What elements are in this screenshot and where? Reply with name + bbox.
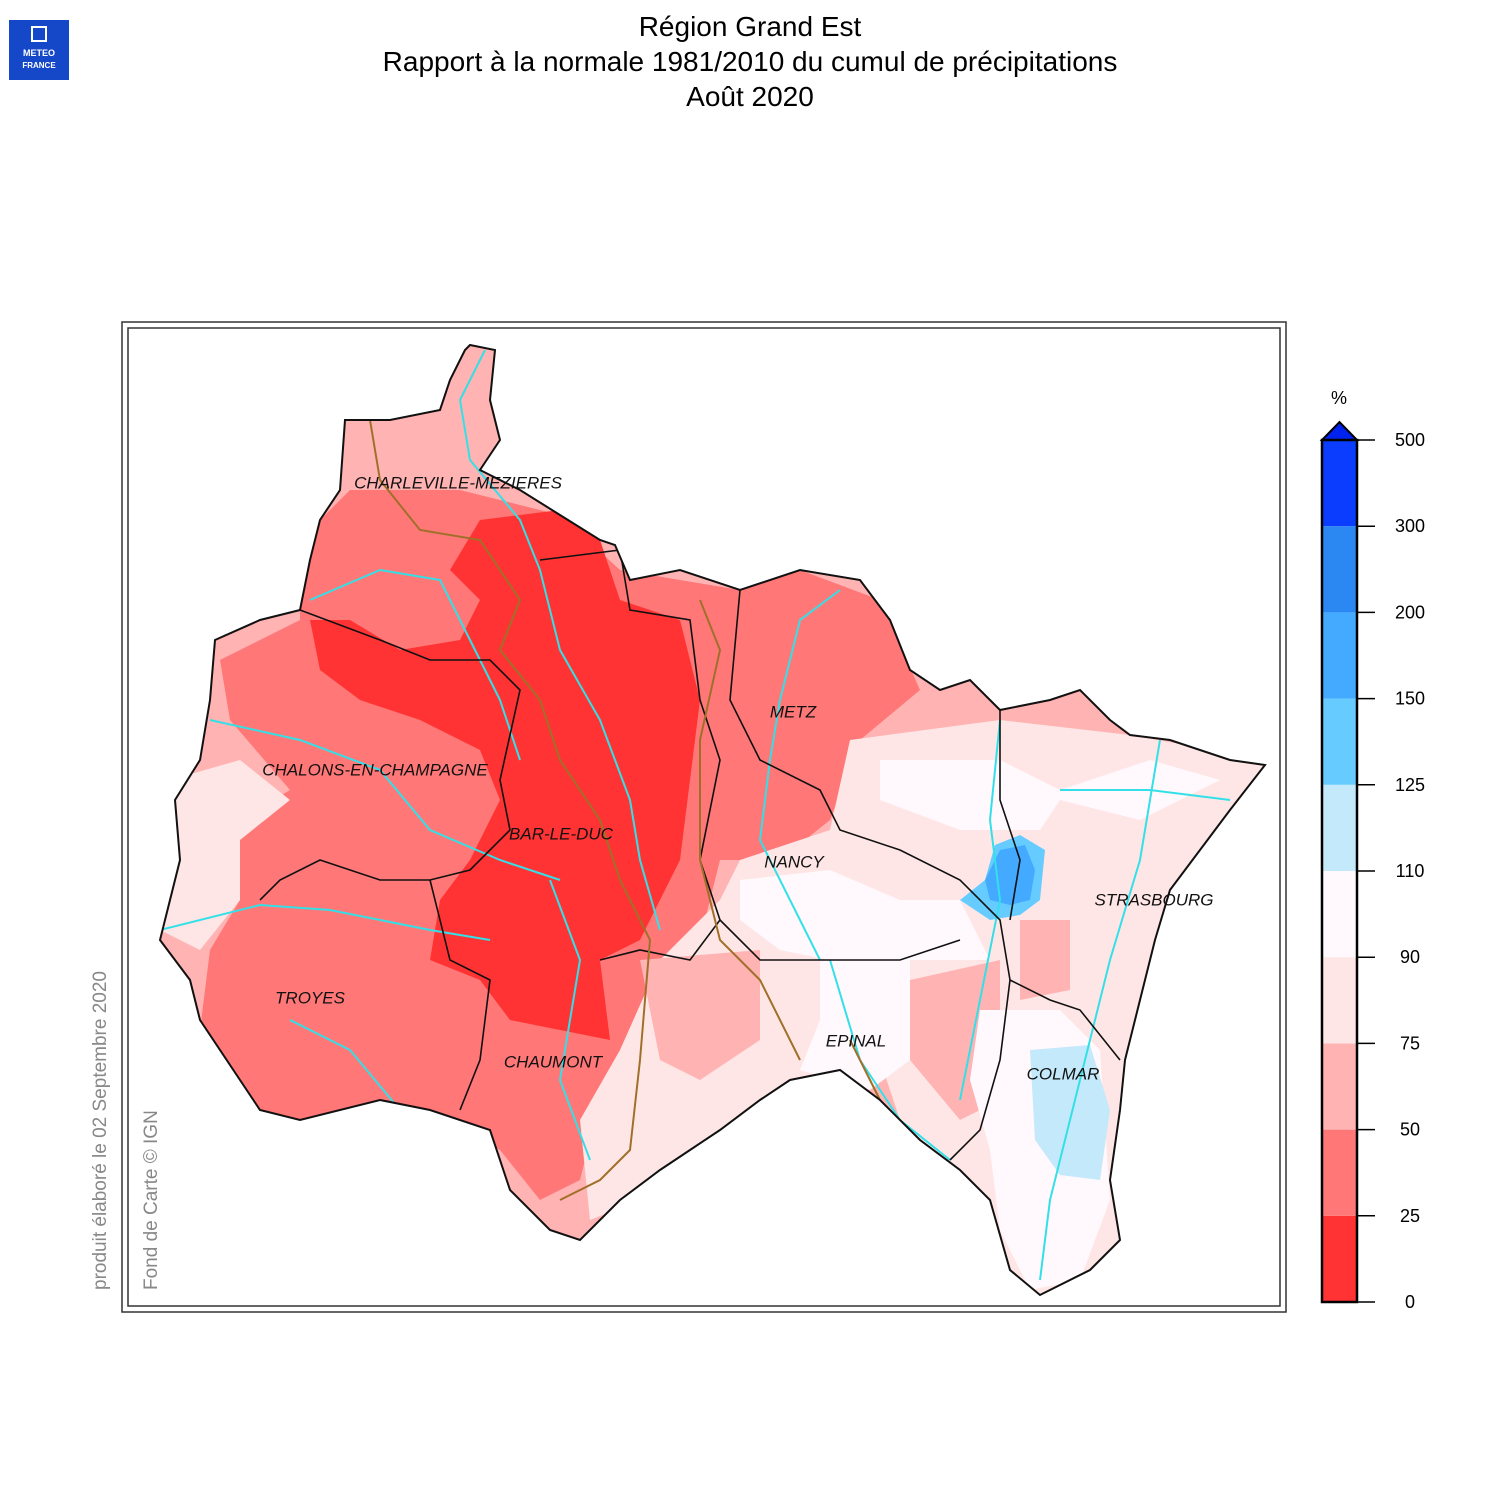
city-label: METZ [770, 702, 817, 721]
legend-band [1322, 1129, 1357, 1216]
border [1009, 979, 1121, 1061]
city-label: COLMAR [1027, 1064, 1100, 1083]
legend-tick-label: 125 [1395, 775, 1425, 795]
legend-band [1322, 784, 1357, 871]
legend-band [1322, 1215, 1357, 1302]
river [160, 903, 491, 941]
border [259, 609, 521, 901]
canal [699, 599, 801, 1061]
legend-tick-label: 150 [1395, 689, 1425, 709]
legend-tick-label: 25 [1400, 1206, 1420, 1226]
title: Région Grand Est [639, 11, 862, 42]
legend-band [1322, 698, 1357, 785]
zone [880, 760, 1220, 830]
river [758, 589, 841, 961]
zone [310, 510, 700, 1040]
map-frame [127, 327, 1281, 1307]
river [1060, 789, 1231, 801]
border [729, 589, 1011, 1161]
border [429, 879, 491, 1111]
legend-tick-label: 50 [1400, 1120, 1420, 1140]
river [549, 879, 591, 1161]
logo-text: METEO [23, 48, 55, 58]
map-frame [121, 321, 1287, 1313]
legend-unit: % [1331, 388, 1347, 408]
river [959, 719, 1002, 1101]
legend-tick-label: 200 [1395, 602, 1425, 622]
title: Août 2020 [686, 81, 814, 112]
zone [640, 950, 760, 1080]
credit: Fond de Carte © IGN [141, 1110, 162, 1290]
credit: produit élaboré le 02 Septembre 2020 [90, 971, 111, 1290]
river [309, 568, 521, 761]
river [209, 719, 561, 881]
zone [985, 845, 1035, 905]
city-label: TROYES [275, 988, 346, 1007]
legend-band [1322, 612, 1357, 699]
city-label: STRASBOURG [1094, 890, 1213, 909]
canal [369, 419, 652, 1201]
logo-text: FRANCE [22, 61, 56, 70]
legend: 0 25 50 75 90 110 125 150 200 300 500 [1319, 420, 1425, 1312]
border [539, 549, 721, 961]
city-label: NANCY [764, 852, 825, 871]
map-fill [160, 345, 1265, 1295]
legend-band [1322, 526, 1357, 613]
city-label: EPINAL [826, 1031, 886, 1050]
river [458, 349, 661, 931]
legend-arrow [1319, 420, 1360, 441]
legend-band [1322, 440, 1357, 527]
legend-tick-label: 0 [1405, 1292, 1415, 1312]
zone [1020, 920, 1070, 1000]
river [289, 1019, 401, 1111]
city-label: CHALONS-EN-CHAMPAGNE [262, 760, 488, 779]
border [719, 919, 961, 961]
border [999, 710, 1021, 921]
zone [1030, 1045, 1110, 1180]
legend-tick-label: 300 [1395, 516, 1425, 536]
legend-tick-label: 110 [1396, 861, 1425, 881]
logo-box [9, 20, 69, 80]
legend-band [1322, 1043, 1357, 1130]
legend-tick-label: 75 [1400, 1033, 1420, 1053]
city-label: CHAUMONT [504, 1052, 604, 1071]
logo-icon [31, 26, 47, 42]
legend-band [1322, 871, 1357, 958]
zone [160, 760, 290, 950]
title: Rapport à la normale 1981/2010 du cumul … [383, 46, 1118, 77]
legend-tick-label: 90 [1400, 947, 1420, 967]
city-label: CHARLEVILLE-MEZIERES [354, 473, 562, 492]
zone [740, 870, 990, 960]
river [829, 959, 951, 1161]
city-label: BAR-LE-DUC [509, 824, 614, 843]
zone [800, 960, 910, 1090]
river [1039, 739, 1161, 1281]
legend-tick-label: 500 [1395, 430, 1425, 450]
legend-band [1322, 957, 1357, 1044]
